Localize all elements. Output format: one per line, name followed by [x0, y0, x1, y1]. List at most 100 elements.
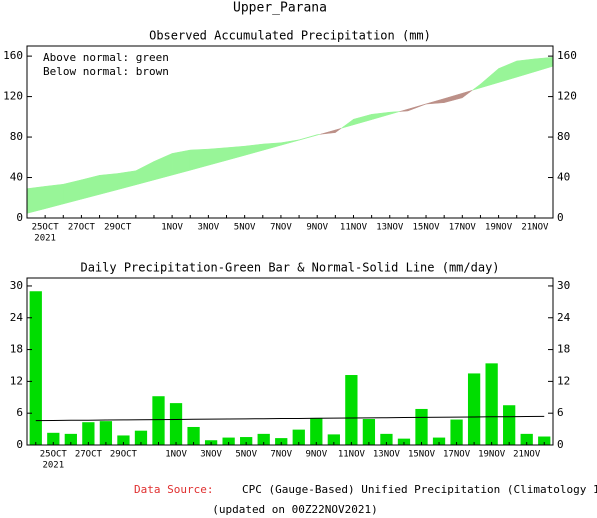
area-segment	[316, 134, 321, 136]
y-tick-label: 0	[16, 438, 23, 451]
y-tick-label: 24	[10, 311, 24, 324]
area-segment	[472, 83, 481, 91]
y-tick-label: 80	[557, 130, 570, 143]
x-tick-label: 5NOV	[235, 450, 257, 460]
x-tick-label: 13NOV	[373, 450, 401, 460]
area-segment	[280, 139, 300, 146]
bar	[485, 363, 498, 445]
bar	[380, 433, 393, 445]
area-segment	[262, 142, 282, 151]
updated-text: (updated on 00Z22NOV2021)	[212, 503, 378, 516]
y-tick-label: 120	[3, 90, 23, 103]
bar	[467, 373, 481, 445]
y-tick-label: 0	[16, 211, 23, 224]
page-title: Upper_Parana	[233, 1, 327, 16]
bar	[327, 434, 340, 445]
bar	[134, 430, 148, 445]
x-tick-label: 5NOV	[234, 223, 256, 233]
bar	[82, 422, 95, 445]
x-tick-label: 7NOV	[270, 450, 292, 460]
area-segment	[480, 68, 499, 89]
area-segment	[389, 111, 400, 115]
bar	[503, 405, 516, 445]
bar	[240, 437, 253, 445]
y-tick-label: 0	[557, 438, 564, 451]
area-segment	[208, 147, 227, 166]
y-tick-label: 12	[557, 374, 570, 387]
x-tick-label: 21NOV	[513, 450, 541, 460]
x-year-label: 2021	[34, 234, 56, 244]
y-tick-label: 40	[557, 171, 570, 184]
y-tick-label: 12	[10, 374, 23, 387]
plot-frame	[26, 45, 554, 219]
area-segment	[63, 179, 82, 205]
bar	[397, 438, 411, 445]
x-tick-label: 7NOV	[270, 223, 292, 233]
y-tick-label: 18	[10, 343, 23, 356]
area-segment	[341, 118, 354, 129]
area-segment	[26, 186, 46, 214]
y-tick-label: 30	[557, 279, 570, 292]
y-tick-label: 40	[10, 171, 23, 184]
x-tick-label: 11NOV	[340, 223, 368, 233]
y-tick-label: 18	[557, 343, 570, 356]
bar	[432, 437, 446, 445]
area-segment	[443, 92, 463, 103]
area-segment	[371, 111, 391, 120]
bar	[64, 433, 77, 445]
area-segment	[320, 129, 336, 135]
bar	[345, 375, 358, 445]
x-tick-label: 17NOV	[449, 223, 477, 233]
area-segment	[425, 98, 445, 105]
area-segment	[81, 174, 100, 200]
x-year-label: 2021	[42, 461, 64, 471]
bar	[310, 417, 323, 445]
x-tick-label: 9NOV	[305, 450, 327, 460]
x-tick-label: 25OCT	[32, 223, 60, 233]
y-tick-label: 160	[3, 49, 23, 62]
y-tick-label: 120	[557, 90, 577, 103]
bar	[257, 433, 270, 445]
area-segment	[135, 161, 155, 186]
bar	[415, 408, 428, 445]
bar	[29, 291, 42, 445]
area-segment	[298, 134, 318, 141]
y-tick-label: 80	[10, 130, 23, 143]
normal-line	[35, 415, 545, 422]
area-segment	[399, 108, 409, 112]
bar	[520, 433, 533, 445]
bar	[117, 435, 130, 445]
x-tick-label: 15NOV	[412, 223, 440, 233]
bar	[47, 432, 60, 445]
y-tick-label: 160	[557, 49, 577, 62]
annotation: Below normal: brown	[43, 65, 169, 78]
annotation: Above normal: green	[43, 51, 169, 64]
area-segment	[498, 60, 517, 83]
y-tick-label: 6	[557, 406, 564, 419]
chart-title: Observed Accumulated Precipitation (mm)	[149, 29, 431, 43]
bar	[99, 421, 113, 445]
area-segment	[462, 90, 473, 99]
bar	[538, 436, 551, 445]
bar	[187, 426, 200, 445]
area-segment	[353, 113, 372, 126]
area-segment	[44, 183, 64, 210]
x-tick-label: 27OCT	[75, 450, 103, 460]
bar	[450, 419, 463, 445]
y-tick-label: 24	[557, 311, 571, 324]
bar	[362, 419, 376, 445]
x-tick-label: 1NOV	[165, 450, 187, 460]
x-tick-label: 3NOV	[198, 223, 220, 233]
x-tick-label: 11NOV	[338, 450, 366, 460]
y-tick-label: 6	[16, 406, 23, 419]
bar	[222, 437, 235, 445]
x-tick-label: 1NOV	[161, 223, 183, 233]
x-tick-label: 19NOV	[478, 450, 506, 460]
x-tick-label: 25OCT	[40, 450, 68, 460]
x-tick-label: 3NOV	[200, 450, 222, 460]
area-segment	[335, 128, 342, 134]
bar	[292, 429, 305, 445]
x-tick-label: 17NOV	[443, 450, 471, 460]
source-text: CPC (Gauge-Based) Unified Precipitation …	[242, 483, 597, 496]
